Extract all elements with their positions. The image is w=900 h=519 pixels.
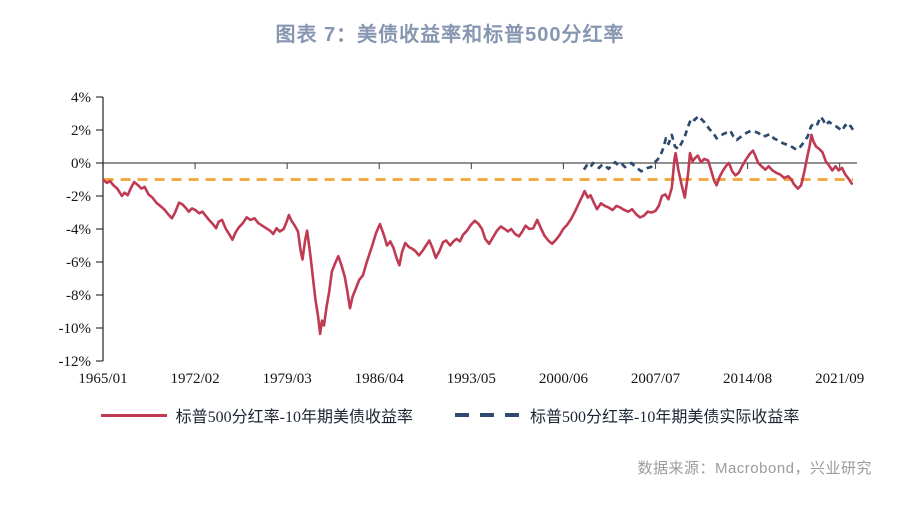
x-tick-label: 2000/06 — [539, 371, 589, 387]
y-tick-label: -2% — [66, 189, 91, 205]
series-nominal-yield-spread — [102, 133, 854, 336]
legend-label-nominal-spread: 标普500分红率-10年期美债收益率 — [175, 409, 413, 426]
legend-label-real-spread: 标普500分红率-10年期美债实际收益率 — [530, 409, 800, 426]
legend-solid-line-icon — [100, 413, 167, 417]
x-tick-label: 2007/07 — [631, 371, 681, 387]
x-tick-label: 1986/04 — [355, 371, 405, 387]
y-tick-label: -8% — [66, 288, 91, 304]
x-tick-label: 2021/09 — [815, 371, 864, 387]
data-source-note: 数据来源：Macrobond，兴业研究 — [637, 460, 872, 477]
chart-title: 图表 7：美债收益率和标普500分红率 — [275, 24, 625, 46]
x-tick-label: 1965/01 — [78, 371, 127, 387]
chart-legend: 标普500分红率-10年期美债收益率 标普500分红率-10年期美债实际收益率 — [0, 403, 900, 427]
legend-item-real-spread: 标普500分红率-10年期美债实际收益率 — [455, 403, 799, 427]
series-real-yield-spread — [582, 114, 855, 173]
y-tick-label: 4% — [71, 90, 91, 106]
legend-item-nominal-spread: 标普500分红率-10年期美债收益率 — [100, 403, 413, 427]
y-tick-label: 0% — [71, 156, 91, 172]
legend-dashed-line-icon — [455, 413, 521, 417]
y-tick-label: -6% — [66, 255, 91, 271]
x-tick-label: 1972/02 — [170, 371, 219, 387]
y-tick-label: 2% — [71, 123, 91, 139]
y-tick-label: -4% — [66, 222, 91, 238]
y-tick-label: -12% — [59, 354, 92, 370]
y-tick-label: -10% — [59, 321, 92, 337]
x-tick-label: 2014/08 — [723, 371, 772, 387]
x-tick-label: 1993/05 — [447, 371, 496, 387]
x-tick-label: 1979/03 — [263, 371, 312, 387]
